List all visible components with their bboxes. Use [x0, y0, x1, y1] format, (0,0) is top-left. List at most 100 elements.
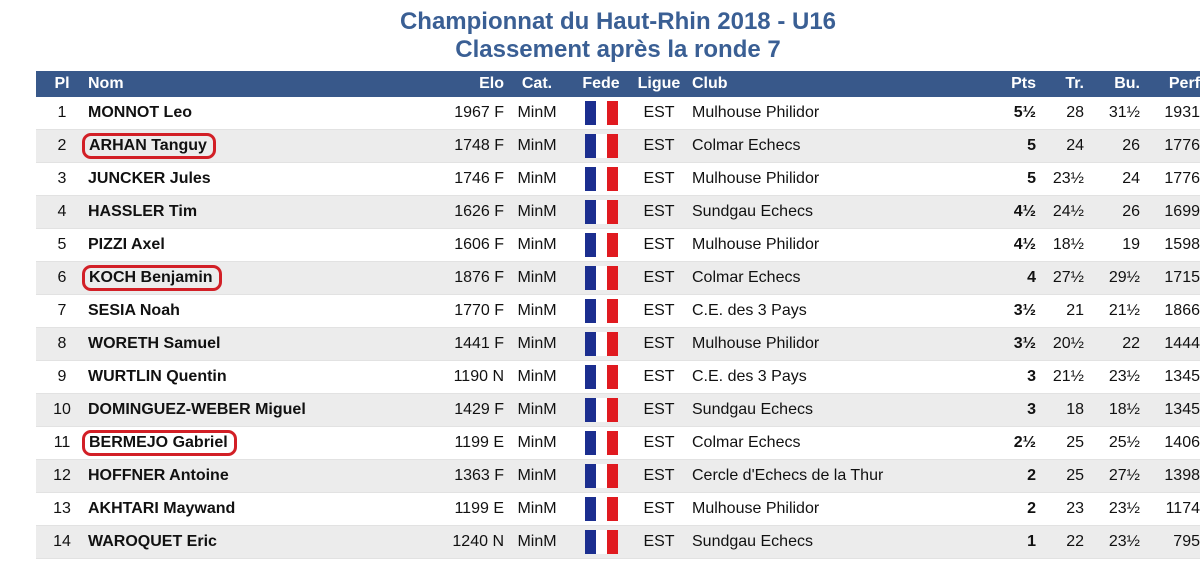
- cell-elo: 1441 F: [418, 327, 504, 361]
- france-flag-icon: [584, 134, 618, 158]
- cell-club: Colmar Echecs: [686, 261, 982, 295]
- player-name: PIZZI Axel: [88, 236, 165, 253]
- cell-elo: 1190 N: [418, 360, 504, 394]
- cell-bu: 23½: [1084, 492, 1140, 526]
- col-header-tr: Tr.: [1036, 71, 1084, 97]
- flag-stripe: [606, 233, 618, 257]
- cell-tr: 27½: [1036, 261, 1084, 295]
- flag-stripe: [606, 332, 618, 356]
- cell-perf: 1699: [1140, 195, 1200, 229]
- cell-club: C.E. des 3 Pays: [686, 294, 982, 328]
- player-name: WORETH Samuel: [88, 335, 221, 352]
- cell-pts: 4½: [982, 195, 1036, 229]
- cell-cat: MinM: [504, 459, 570, 493]
- cell-cat: MinM: [504, 228, 570, 262]
- flag-stripe: [595, 332, 607, 356]
- cell-pl: 1: [36, 97, 88, 130]
- france-flag-icon: [584, 200, 618, 224]
- cell-pl: 3: [36, 162, 88, 196]
- cell-club: Sundgau Echecs: [686, 393, 982, 427]
- cell-tr: 24: [1036, 129, 1084, 163]
- cell-ligue: EST: [632, 360, 686, 394]
- cell-pl: 13: [36, 492, 88, 526]
- cell-cat: MinM: [504, 360, 570, 394]
- flag-stripe: [584, 233, 596, 257]
- cell-tr: 21: [1036, 294, 1084, 328]
- cell-bu: 23½: [1084, 525, 1140, 559]
- cell-ligue: EST: [632, 294, 686, 328]
- cell-nom: HOFFNER Antoine: [88, 459, 418, 493]
- cell-tr: 18½: [1036, 228, 1084, 262]
- cell-pts: 4½: [982, 228, 1036, 262]
- cell-perf: 1598: [1140, 228, 1200, 262]
- cell-ligue: EST: [632, 327, 686, 361]
- standings-body: 1 MONNOT Leo 1967 F MinM EST Mulhouse Philido…: [36, 97, 1200, 559]
- page-title: Championnat du Haut-Rhin 2018 - U16: [399, 8, 837, 35]
- cell-tr: 23½: [1036, 162, 1084, 196]
- cell-fede: [570, 459, 632, 493]
- cell-perf: 1345: [1140, 360, 1200, 394]
- cell-perf: 1345: [1140, 393, 1200, 427]
- cell-ligue: EST: [632, 162, 686, 196]
- flag-stripe: [595, 530, 607, 554]
- cell-bu: 19: [1084, 228, 1140, 262]
- cell-elo: 1626 F: [418, 195, 504, 229]
- cell-bu: 29½: [1084, 261, 1140, 295]
- table-row: 6 KOCH Benjamin 1876 F MinM EST Colmar Echecs…: [36, 261, 1200, 295]
- cell-nom: AKHTARI Maywand: [88, 492, 418, 526]
- cell-perf: 1931: [1140, 97, 1200, 130]
- france-flag-icon: [584, 431, 618, 455]
- cell-nom: WORETH Samuel: [88, 327, 418, 361]
- player-name: HASSLER Tim: [88, 203, 198, 220]
- cell-pl: 7: [36, 294, 88, 328]
- table-row: 14 WAROQUET Eric 1240 N MinM EST Sundgau Eche…: [36, 525, 1200, 559]
- cell-perf: 1776: [1140, 162, 1200, 196]
- table-row: 13 AKHTARI Maywand 1199 E MinM EST Mulhouse P…: [36, 492, 1200, 526]
- cell-tr: 18: [1036, 393, 1084, 427]
- flag-stripe: [595, 497, 607, 521]
- cell-fede: [570, 162, 632, 196]
- flag-stripe: [595, 464, 607, 488]
- player-name-highlighted: KOCH Benjamin: [82, 265, 222, 291]
- col-header-fede: Fede: [570, 71, 632, 97]
- cell-nom: WAROQUET Eric: [88, 525, 418, 559]
- cell-perf: 1398: [1140, 459, 1200, 493]
- cell-cat: MinM: [504, 195, 570, 229]
- cell-cat: MinM: [504, 492, 570, 526]
- page-subtitle: Classement après la ronde 7: [455, 36, 781, 63]
- cell-nom: JUNCKER Jules: [88, 162, 418, 196]
- cell-nom: HASSLER Tim: [88, 195, 418, 229]
- cell-nom: KOCH Benjamin: [82, 261, 418, 295]
- cell-fede: [570, 426, 632, 460]
- table-header-row: Pl Nom Elo Cat. Fede Ligue Club Pts Tr. …: [36, 71, 1200, 97]
- cell-pts: 3: [982, 360, 1036, 394]
- cell-fede: [570, 195, 632, 229]
- player-name: DOMINGUEZ-WEBER Miguel: [88, 401, 306, 418]
- cell-elo: 1967 F: [418, 97, 504, 130]
- cell-pts: 2½: [982, 426, 1036, 460]
- cell-elo: 1363 F: [418, 459, 504, 493]
- cell-cat: MinM: [504, 97, 570, 130]
- france-flag-icon: [584, 332, 618, 356]
- cell-elo: 1770 F: [418, 294, 504, 328]
- cell-club: Sundgau Echecs: [686, 525, 982, 559]
- flag-stripe: [584, 530, 596, 554]
- table-row: 4 HASSLER Tim 1626 F MinM EST Sundgau Echecs 4…: [36, 195, 1200, 229]
- cell-ligue: EST: [632, 97, 686, 130]
- cell-pl: 6: [36, 261, 88, 295]
- france-flag-icon: [584, 101, 618, 125]
- cell-tr: 21½: [1036, 360, 1084, 394]
- flag-stripe: [584, 266, 596, 290]
- flag-stripe: [584, 167, 596, 191]
- table-row: 12 HOFFNER Antoine 1363 F MinM EST Cercle d'E…: [36, 459, 1200, 493]
- col-header-nom: Nom: [88, 71, 418, 97]
- flag-stripe: [584, 299, 596, 323]
- cell-nom: MONNOT Leo: [88, 97, 418, 130]
- cell-fede: [570, 525, 632, 559]
- flag-stripe: [595, 365, 607, 389]
- cell-bu: 22: [1084, 327, 1140, 361]
- col-header-ligue: Ligue: [632, 71, 686, 97]
- flag-stripe: [606, 431, 618, 455]
- cell-pts: 2: [982, 459, 1036, 493]
- table-row: 10 DOMINGUEZ-WEBER Miguel 1429 F MinM EST Sun…: [36, 393, 1200, 427]
